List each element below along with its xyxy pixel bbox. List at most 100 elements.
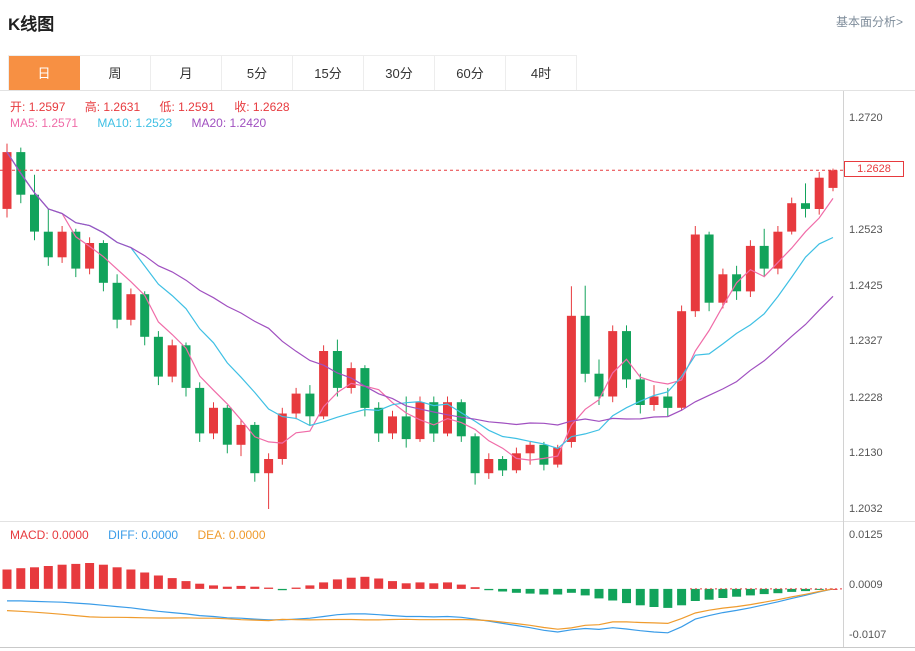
macd-bar (635, 588, 645, 606)
macd-bar (98, 564, 108, 589)
price-axis-label: 1.2032 (849, 503, 883, 515)
candle-body (43, 231, 53, 258)
candle-body (443, 402, 452, 434)
candle-body (153, 336, 163, 377)
macd-value: MACD: 0.0000 (10, 528, 89, 542)
macd-bar (277, 588, 287, 591)
tab-60min[interactable]: 60分 (435, 56, 506, 91)
dea-value: DEA: 0.0000 (197, 528, 266, 542)
candle-body (690, 234, 700, 312)
candle-body (85, 243, 95, 269)
macd-bar (222, 586, 232, 589)
candle-body (470, 436, 480, 474)
macd-bar (773, 588, 783, 594)
candle-body (209, 407, 218, 434)
macd-bar (209, 585, 218, 589)
candle-body (429, 402, 439, 434)
macd-bar (787, 588, 797, 592)
tab-month[interactable]: 月 (151, 56, 222, 91)
candle-body (511, 453, 521, 471)
macd-bar (236, 585, 246, 589)
ma20-line (6, 151, 834, 426)
price-axis-label: 1.2523 (849, 223, 883, 236)
candle-body (277, 413, 287, 459)
macd-bar (484, 588, 494, 591)
macd-bar (704, 588, 714, 600)
ma5-value: MA5: 1.2571 (10, 116, 79, 130)
header: K线图 基本面分析> (0, 0, 915, 55)
macd-bar (663, 588, 673, 608)
macd-bar (759, 588, 769, 595)
candle-body (525, 444, 535, 454)
macd-bar (622, 588, 631, 604)
candle-body (704, 234, 714, 303)
macd-bar (305, 585, 315, 589)
candle-body (539, 444, 549, 465)
price-panel: 开: 1.2597 高: 1.2631 低: 1.2591 收: 1.2628 … (0, 91, 915, 521)
candle-body (30, 194, 39, 232)
candle-body (594, 373, 604, 397)
macd-bar (401, 583, 411, 589)
macd-bar (181, 581, 191, 589)
macd-bar (498, 588, 508, 592)
candle-body (484, 459, 494, 474)
macd-bar (566, 588, 576, 593)
macd-bar (814, 588, 824, 590)
tab-day[interactable]: 日 (9, 56, 80, 91)
price-axis-label: 1.2720 (849, 112, 883, 124)
candle-body (649, 396, 659, 405)
candle-body (608, 331, 618, 397)
macd-chart[interactable] (0, 522, 843, 649)
ma-legend: MA5: 1.2571 MA10: 1.2523 MA20: 1.2420 (10, 116, 282, 130)
macd-bar (539, 588, 549, 595)
candle-body (580, 315, 590, 374)
macd-bar (649, 588, 659, 607)
ma5-line (6, 151, 834, 461)
page-title: K线图 (8, 15, 55, 34)
candle-body (2, 152, 12, 209)
candle-body (401, 416, 411, 440)
fundamental-analysis-link[interactable]: 基本面分析> (835, 15, 903, 29)
tab-4hour[interactable]: 4时 (506, 56, 577, 91)
macd-bar (126, 569, 136, 589)
diff-value: DIFF: 0.0000 (108, 528, 179, 542)
macd-bar (291, 587, 301, 589)
tab-15min[interactable]: 15分 (293, 56, 364, 91)
macd-bar (112, 567, 122, 589)
candle-body (195, 387, 205, 434)
candlestick-chart[interactable] (0, 91, 843, 521)
diff-line (7, 588, 834, 634)
macd-bar (30, 567, 39, 589)
macd-bar (346, 577, 356, 589)
ma10-value: MA10: 1.2523 (97, 116, 173, 130)
macd-bar (319, 582, 329, 589)
chart-area: 开: 1.2597 高: 1.2631 低: 1.2591 收: 1.2628 … (0, 90, 915, 648)
candle-body (167, 345, 177, 377)
price-axis-label: 1.2228 (849, 391, 883, 404)
ma20-value: MA20: 1.2420 (191, 116, 267, 130)
candle-body (814, 177, 824, 209)
tab-5min[interactable]: 5分 (222, 56, 293, 91)
macd-bar (553, 588, 563, 595)
macd-legend: MACD: 0.0000 DIFF: 0.0000 DEA: 0.0000 (10, 528, 282, 542)
macd-bar (801, 588, 810, 592)
candle-body (718, 274, 728, 303)
tab-week[interactable]: 周 (80, 56, 151, 91)
candle-body (828, 170, 838, 188)
candle-body (663, 396, 673, 408)
tab-30min[interactable]: 30分 (364, 56, 435, 91)
macd-bar (388, 581, 397, 589)
candle-body (787, 203, 797, 232)
candle-body (745, 245, 755, 292)
candle-body (305, 393, 315, 417)
macd-bar (580, 588, 590, 596)
current-price-badge: 1.2628 (844, 161, 904, 178)
price-axis-label: 1.2425 (849, 279, 883, 292)
macd-bar (2, 569, 12, 589)
macd-axis-label: -0.0107 (849, 629, 887, 641)
candle-body (112, 282, 122, 320)
close-value: 收: 1.2628 (234, 100, 290, 114)
y-axis-line (843, 91, 844, 647)
ohlc-legend: 开: 1.2597 高: 1.2631 低: 1.2591 收: 1.2628 (10, 98, 306, 115)
macd-bar (525, 588, 535, 594)
